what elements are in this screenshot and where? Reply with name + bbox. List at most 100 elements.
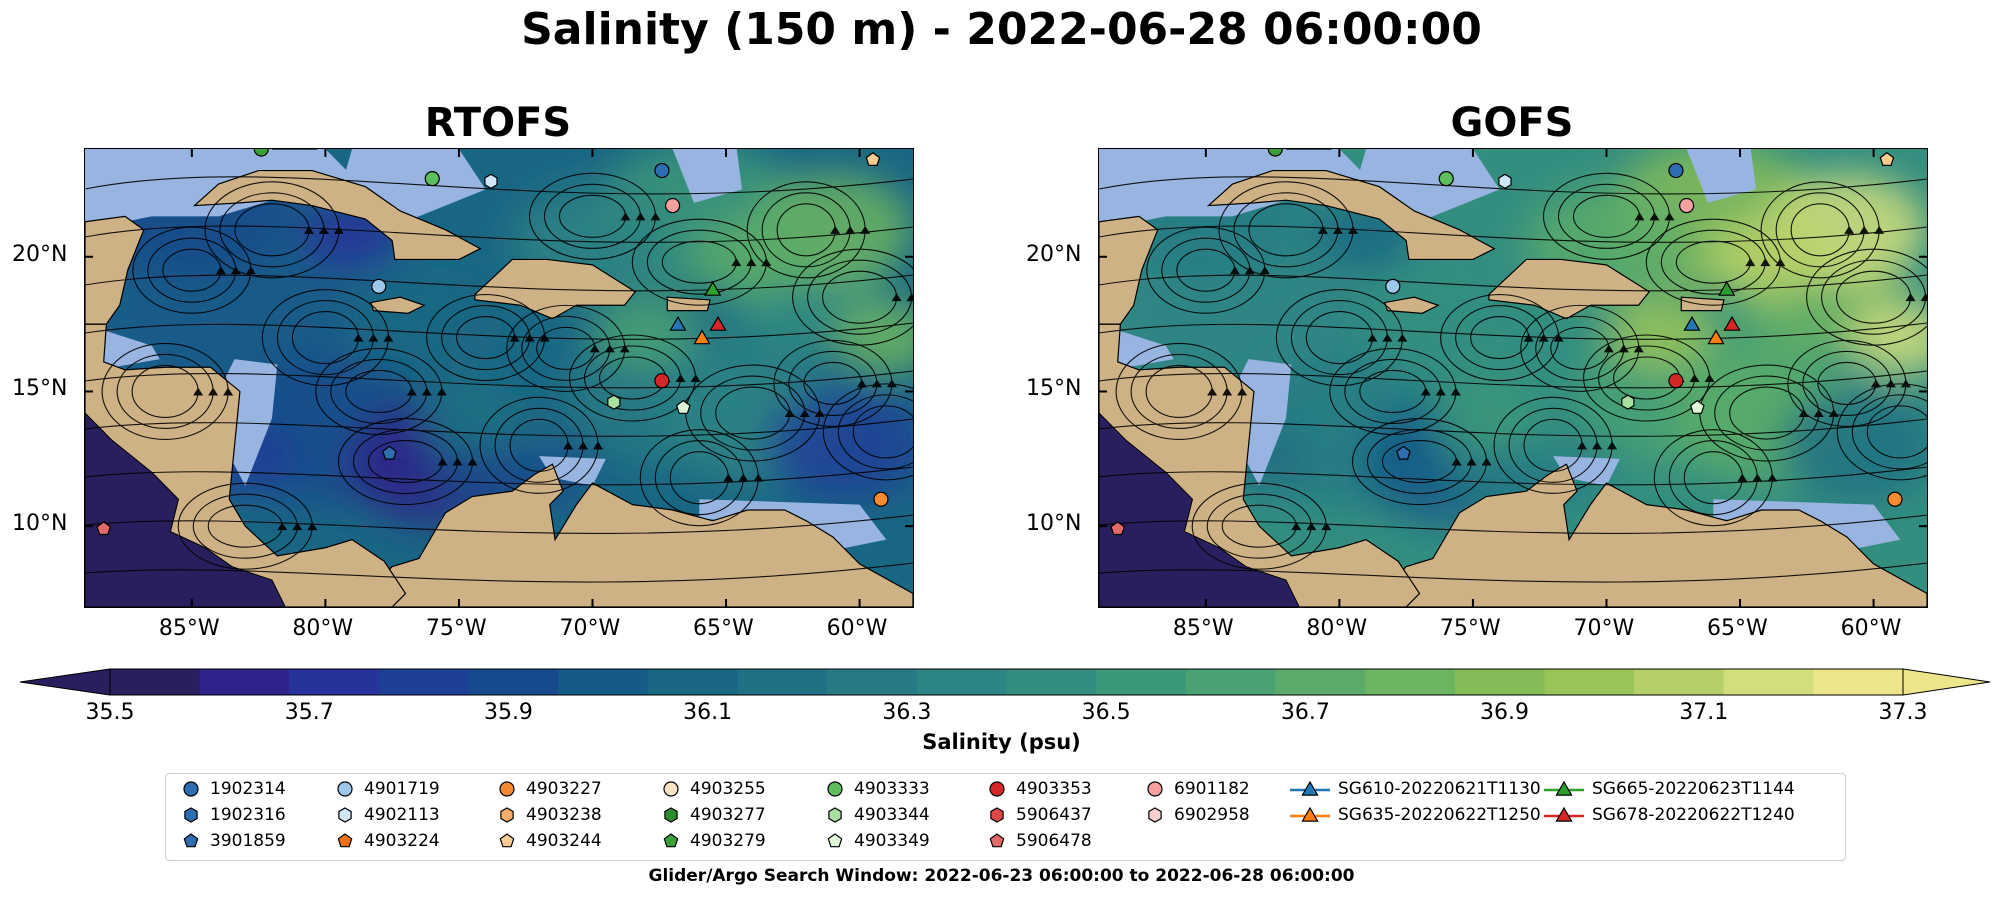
legend-marker [827,781,843,797]
legend-marker [1148,807,1162,823]
legend-item: 4901719 [334,779,440,799]
shelf-area [672,149,743,203]
legend-marker [499,781,515,797]
colorbar-tick-label: 35.7 [284,700,334,725]
land-mass [1384,296,1440,314]
legend-label: 4903353 [1016,779,1092,799]
legend-item: 4903344 [824,805,930,825]
shelf-area [539,456,606,486]
colorbar-segment [1723,669,1814,695]
legend-marker-icon [337,833,353,848]
float-marker-15 [1718,280,1736,296]
legend-item: 1902314 [180,779,286,799]
legend-marker [183,833,199,848]
search-window-text: Glider/Argo Search Window: 2022-06-23 06… [648,866,1355,886]
float-marker-14 [1707,329,1725,345]
colorbar-segment [289,669,380,695]
legend-label: 4903227 [526,779,602,799]
legend-marker-icon [827,781,843,797]
float-marker-10 [382,445,397,460]
legend-marker-icon [989,833,1005,848]
legend-item: SG665-20220623T1144 [1544,779,1795,799]
colorbar-segment [1365,669,1456,695]
legend-marker [990,807,1004,823]
legend-label: 4903279 [690,831,766,851]
legend-marker-icon [1290,780,1330,796]
land-mass [666,296,711,312]
legend-marker-icon [664,807,678,823]
colorbar-segment [1006,669,1097,695]
lon-tick-label: 70°W [1573,616,1635,641]
colorbar-tick-label: 35.9 [483,700,533,725]
land-mass [85,215,145,325]
legend-label: 6902958 [1174,805,1250,825]
colorbar-tick-label: 36.3 [882,700,932,725]
colorbar [19,668,1991,696]
legend-label: SG665-20220623T1144 [1592,779,1795,799]
colorbar-segment [1185,669,1276,695]
float-marker-12 [1110,521,1126,536]
legend-item: 4903333 [824,779,930,799]
colorbar-extend-high [1902,668,1991,696]
legend-item: 4903349 [824,831,930,851]
legend-label: 6901182 [1174,779,1250,799]
legend-label: 4903238 [526,805,602,825]
lon-tick-label: 60°W [1840,616,1902,641]
legend-item: 5906478 [986,831,1092,851]
legend-label: 4903333 [854,779,930,799]
legend-label: 4903344 [854,805,930,825]
legend-item: 4903353 [986,779,1092,799]
legend-item: 6901182 [1144,779,1250,799]
legend-label: 1902316 [210,805,286,825]
lon-tick-label: 75°W [425,616,487,641]
lon-tick-label: 80°W [1306,616,1368,641]
lat-tick-label: 15°N [1026,376,1082,402]
float-marker-14 [693,329,711,345]
legend-marker-icon [828,807,842,823]
colorbar-segment [1544,669,1635,695]
legend-item: 4903227 [496,779,602,799]
legend-label: 3901859 [210,831,286,851]
float-marker-16 [1723,315,1741,331]
float-marker-12 [96,521,112,536]
streamlines [85,172,913,583]
legend-label: 1902314 [210,779,286,799]
colorbar-segment [110,669,201,695]
colorbar-segment [378,669,470,695]
legend-marker-icon [184,807,198,823]
panel-title: GOFS [1450,100,1574,146]
colorbar-tick-label: 36.9 [1480,700,1530,725]
legend-marker [184,807,198,823]
float-marker-8 [1621,394,1635,410]
lon-tick-label: 75°W [1439,616,1501,641]
legend-item: SG610-20220621T1130 [1290,779,1541,799]
legend-marker [1301,806,1319,822]
float-marker-6 [371,278,387,294]
float-marker-9 [675,399,691,414]
colorbar-segment [468,669,559,695]
legend-marker [500,807,514,823]
legend-marker-icon [183,833,199,848]
legend-marker [989,833,1005,848]
lon-tick-label: 60°W [826,616,888,641]
float-marker-4 [665,197,681,214]
legend-marker-icon [1148,807,1162,823]
float-marker-4 [1679,197,1695,214]
float-marker-11 [1887,491,1903,507]
land-mass [1099,215,1159,325]
legend-marker-icon [827,833,843,848]
legend-item: 1902316 [180,805,286,825]
legend-item: 4903224 [334,831,440,851]
colorbar-segment [737,669,828,695]
float-marker-6 [1385,278,1401,294]
legend-marker [663,781,679,797]
float-marker-7 [654,373,670,389]
colorbar-segment [1454,669,1545,695]
legend: 1902314 1902316 3901859 4901719 4902113 49032… [165,773,1846,861]
legend-marker-icon [1290,806,1330,822]
colorbar-tick-label: 37.3 [1878,700,1928,725]
legend-marker-icon [989,781,1005,797]
float-marker-13 [669,315,687,331]
legend-marker [337,781,353,797]
legend-marker [1555,780,1573,796]
